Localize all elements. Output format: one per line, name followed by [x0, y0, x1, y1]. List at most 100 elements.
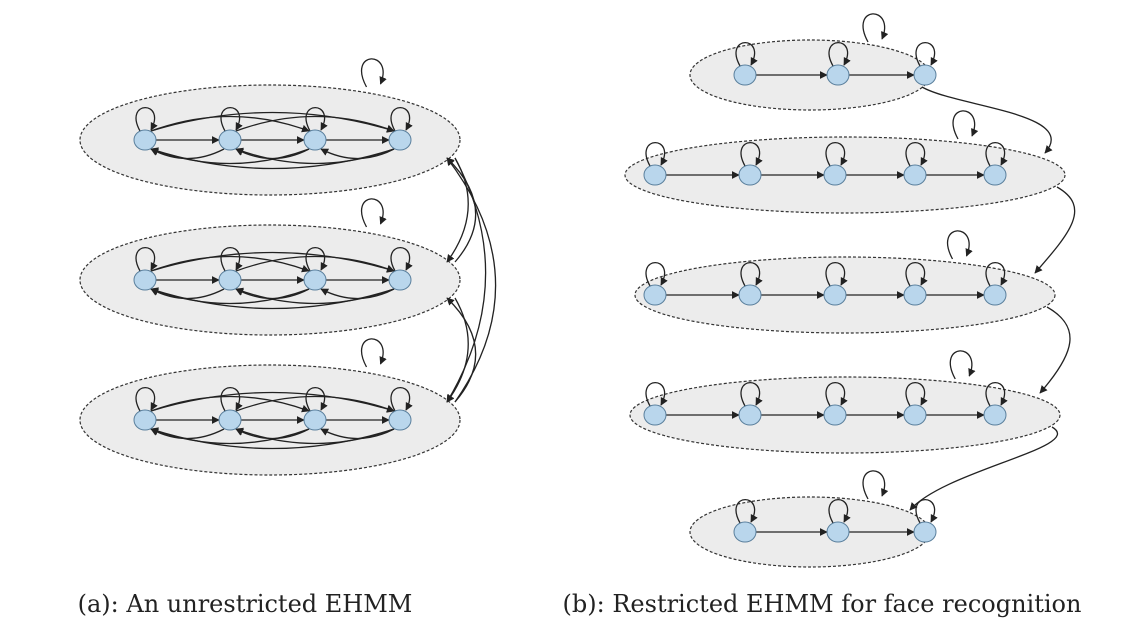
self-loop	[390, 247, 413, 272]
transition	[235, 115, 395, 133]
transition	[320, 428, 395, 440]
caption-b: (b): Restricted EHMM for face recognitio…	[563, 590, 1082, 618]
state	[823, 404, 847, 426]
self-loop	[740, 382, 763, 407]
state	[218, 129, 242, 151]
self-loop	[135, 247, 158, 272]
self-loop	[390, 387, 413, 412]
self-loop	[985, 382, 1008, 407]
self-loop	[740, 262, 763, 287]
state	[133, 409, 157, 431]
state	[133, 129, 157, 151]
state	[643, 164, 667, 186]
super-self-loop	[949, 350, 976, 380]
transition	[150, 111, 395, 133]
self-loop	[985, 262, 1008, 287]
self-loop	[828, 499, 851, 524]
self-loop	[645, 262, 668, 287]
state	[218, 269, 242, 291]
self-loop	[825, 382, 848, 407]
transition	[235, 255, 395, 273]
state	[388, 269, 412, 291]
super-self-loop	[946, 230, 973, 260]
state	[826, 521, 850, 543]
self-loop	[305, 107, 328, 132]
state	[903, 164, 927, 186]
state	[913, 64, 937, 86]
state	[133, 269, 157, 291]
self-loop	[305, 247, 328, 272]
transition	[150, 391, 395, 413]
state	[826, 64, 850, 86]
state	[983, 164, 1007, 186]
state	[733, 64, 757, 86]
state	[303, 269, 327, 291]
state	[738, 404, 762, 426]
self-loop	[645, 142, 668, 167]
super-transition	[921, 86, 1053, 154]
self-loop	[645, 382, 668, 407]
super-transition	[1039, 306, 1071, 394]
transition	[150, 115, 310, 133]
self-loop	[740, 142, 763, 167]
self-loop	[735, 42, 758, 67]
transition	[320, 288, 395, 300]
state	[733, 521, 757, 543]
transition	[320, 148, 395, 160]
super-transition	[446, 297, 477, 403]
super-transition	[1034, 186, 1076, 274]
super-self-loop	[360, 198, 387, 228]
transition	[150, 395, 310, 413]
shapes	[79, 13, 1076, 568]
self-loop	[220, 247, 243, 272]
transition	[235, 395, 395, 413]
transition	[150, 251, 395, 273]
self-loop	[825, 142, 848, 167]
transition	[235, 287, 395, 305]
self-loop	[905, 262, 928, 287]
state	[903, 404, 927, 426]
self-loop	[905, 382, 928, 407]
super-transition	[909, 426, 1059, 511]
super-self-loop	[952, 110, 979, 140]
self-loop	[915, 42, 938, 67]
state	[303, 409, 327, 431]
self-loop	[390, 107, 413, 132]
state	[643, 284, 667, 306]
super-transition	[446, 157, 497, 403]
state	[388, 409, 412, 431]
state	[303, 129, 327, 151]
self-loop	[220, 107, 243, 132]
state	[218, 409, 242, 431]
super-transition	[446, 297, 469, 403]
self-loop	[905, 142, 928, 167]
transition	[235, 147, 395, 165]
self-loop	[305, 387, 328, 412]
super-self-loop	[360, 58, 387, 88]
super-transition	[446, 157, 477, 263]
self-loop	[915, 499, 938, 524]
self-loop	[135, 387, 158, 412]
self-loop	[220, 387, 243, 412]
state	[823, 164, 847, 186]
state	[983, 404, 1007, 426]
state	[643, 404, 667, 426]
transition	[235, 427, 395, 445]
self-loop	[735, 499, 758, 524]
state	[903, 284, 927, 306]
state	[823, 284, 847, 306]
self-loop	[825, 262, 848, 287]
self-loop	[985, 142, 1008, 167]
self-loop	[135, 107, 158, 132]
super-self-loop	[862, 470, 889, 500]
state	[738, 284, 762, 306]
caption-a: (a): An unrestricted EHMM	[78, 590, 413, 618]
super-self-loop	[862, 13, 889, 43]
state	[738, 164, 762, 186]
self-loop	[828, 42, 851, 67]
state	[388, 129, 412, 151]
super-transition	[446, 157, 487, 403]
transition	[150, 255, 310, 273]
